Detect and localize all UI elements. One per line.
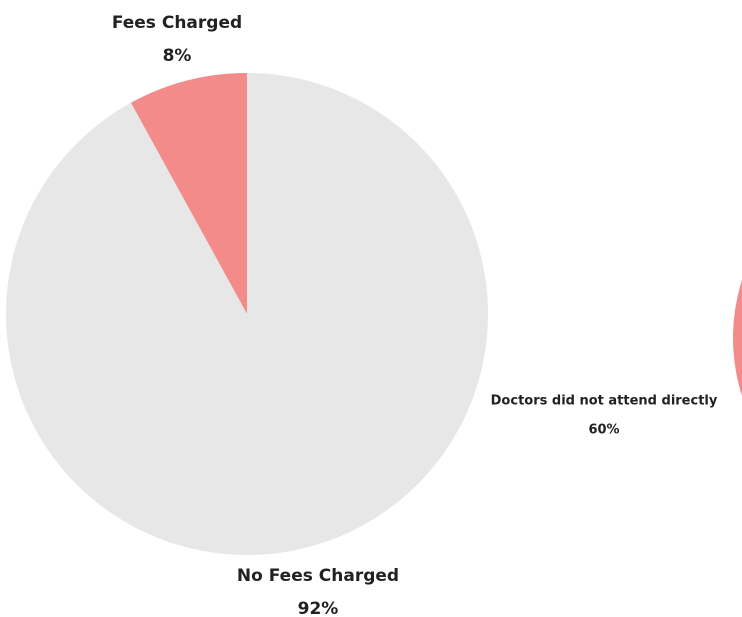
slice-value-label: 8% [163,46,192,66]
pie-slice [130,73,247,314]
slice-label: No Fees Charged [237,566,399,586]
pie-slice [733,280,742,396]
slice-value-label: 60% [588,423,619,438]
slice-label: Doctors did not attend directly [491,394,718,409]
pie-slice [6,73,489,555]
slice-value-label: 92% [298,599,339,617]
slice-label: Fees Charged [112,13,242,33]
